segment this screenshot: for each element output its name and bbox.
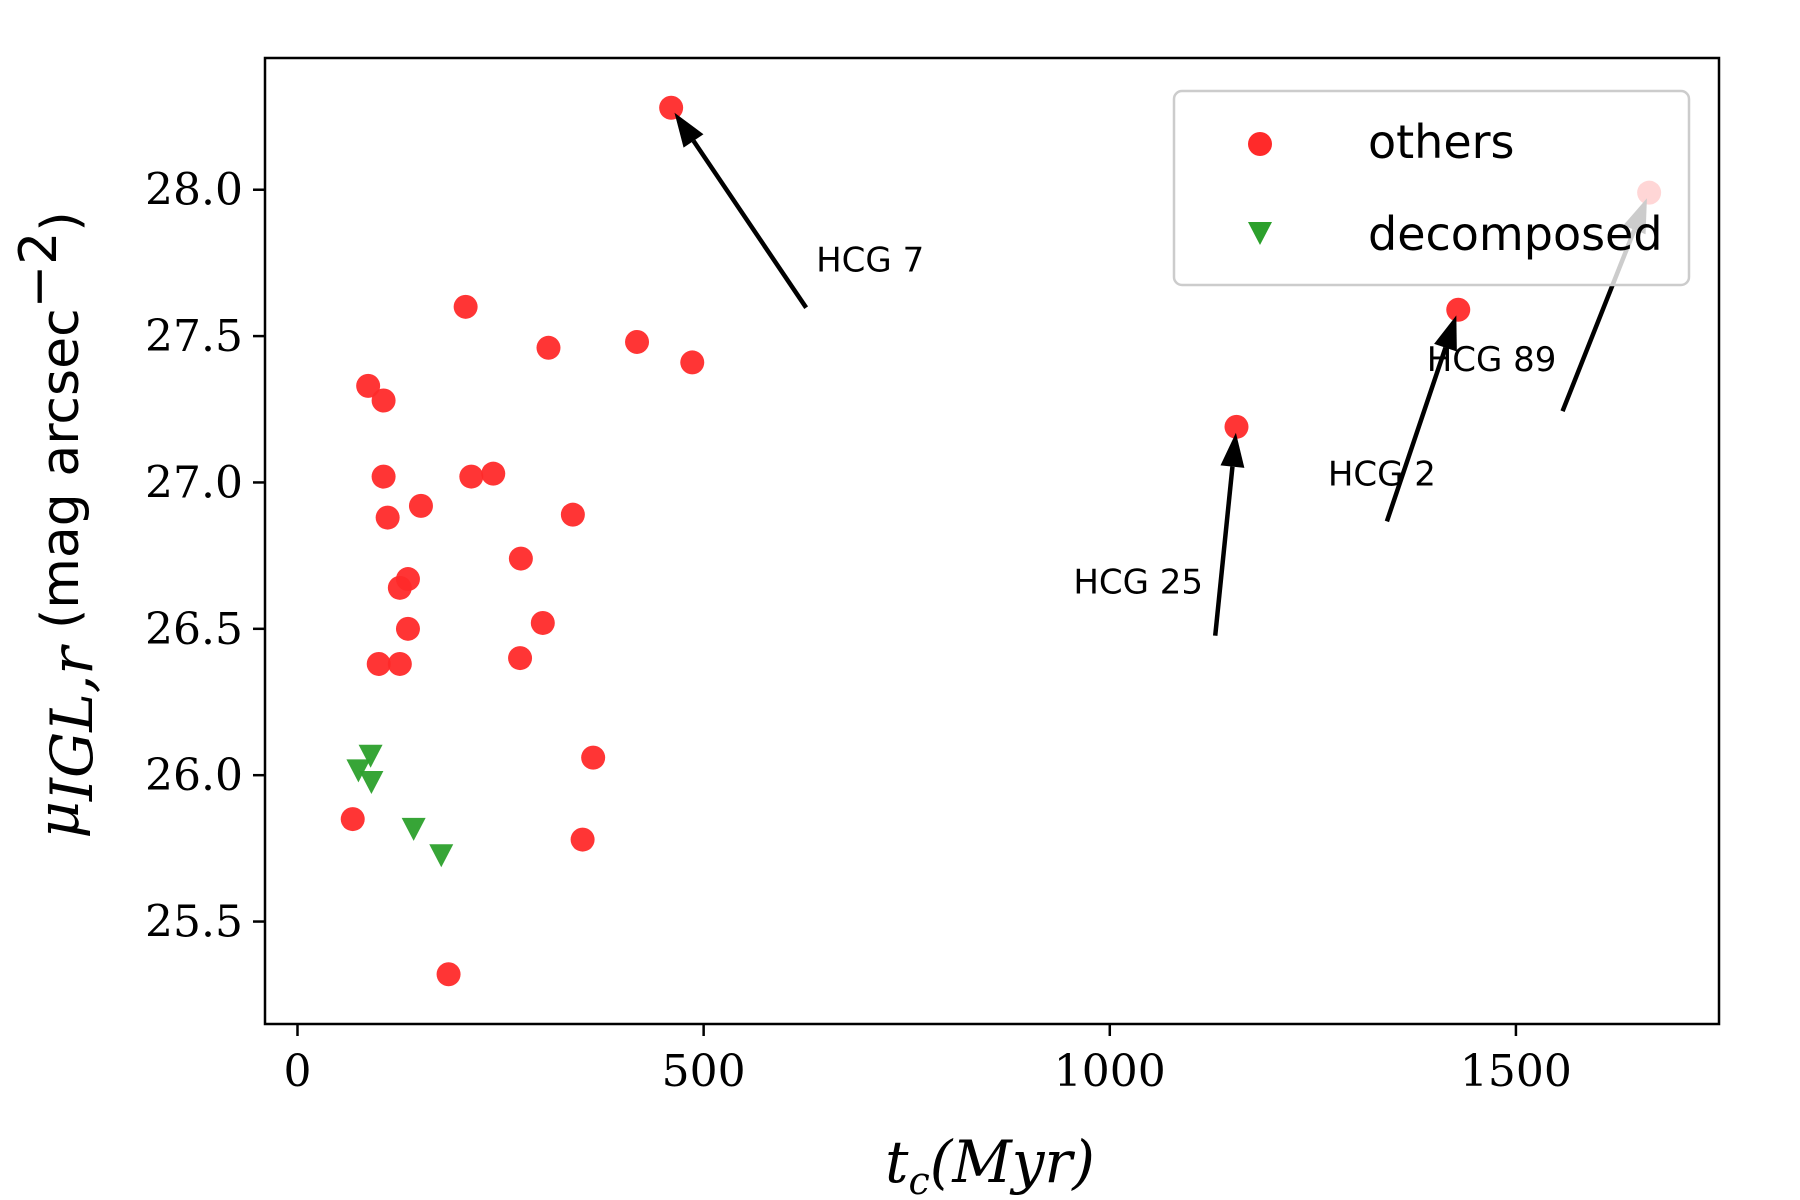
data-point-others	[1224, 414, 1249, 439]
data-point-others	[659, 95, 684, 120]
x-axis-title: tc(Myr)	[885, 1128, 1095, 1200]
y-tick-label: 26.0	[145, 750, 243, 801]
y-tick-label: 25.5	[145, 897, 243, 948]
annotation-arrowhead-hcg-25	[1220, 432, 1245, 468]
data-point-decomposed	[429, 844, 454, 868]
y-axis-title-unit: (mag arcsec	[31, 308, 91, 629]
legend-box	[1172, 89, 1691, 287]
annotation-label-hcg-25: HCG 25	[1073, 563, 1203, 603]
data-point-others	[625, 329, 650, 354]
data-point-others	[508, 646, 533, 671]
x-axis-title-sub: c	[908, 1159, 929, 1200]
y-tick-label: 27.5	[145, 311, 243, 362]
annotation-label-hcg-89: HCG 89	[1427, 340, 1557, 380]
data-point-others	[371, 464, 396, 489]
annotation-arrow-hcg-2	[1384, 346, 1448, 523]
annotation-arrowhead-hcg-7	[674, 112, 704, 148]
data-point-others	[340, 807, 365, 832]
data-point-others	[508, 546, 533, 571]
data-point-others	[453, 294, 478, 319]
data-point-others	[436, 962, 461, 987]
plot-frame	[263, 56, 1721, 1026]
data-point-others	[530, 610, 555, 635]
legend-marker-decomposed	[1248, 222, 1272, 245]
legend-label-others: others	[1368, 115, 1515, 169]
y-tick-label: 27.0	[145, 457, 243, 508]
data-point-others	[387, 651, 412, 676]
annotation-arrow-hcg-25	[1212, 466, 1235, 636]
x-tick-label: 0	[283, 1046, 311, 1097]
data-point-others	[560, 502, 585, 527]
data-point-others	[1446, 297, 1471, 322]
y-axis-title-sub: IGL,r	[38, 644, 106, 802]
annotation-arrow-hcg-7	[691, 139, 809, 309]
x-tick-label: 500	[662, 1046, 746, 1097]
x-axis-title-t: t	[885, 1128, 909, 1196]
data-point-decomposed	[346, 759, 371, 783]
data-point-others	[536, 335, 561, 360]
data-point-others	[459, 464, 484, 489]
x-tick-label: 1500	[1460, 1046, 1572, 1097]
legend-label-decomposed: decomposed	[1368, 207, 1663, 261]
annotation-label-hcg-7: HCG 7	[816, 241, 924, 281]
data-point-others	[570, 827, 595, 852]
annotation-arrowhead-hcg-2	[1434, 315, 1457, 352]
data-point-others	[366, 651, 391, 676]
data-point-others	[356, 373, 381, 398]
data-point-decomposed	[358, 744, 383, 768]
x-tick-label: 1000	[1054, 1046, 1166, 1097]
legend: others decomposed	[1172, 89, 1691, 287]
data-point-others	[371, 388, 396, 413]
x-axis-title-rest: (Myr)	[930, 1128, 1095, 1196]
y-tick-label: 28.0	[145, 165, 243, 216]
y-axis-title-exp: −2	[9, 232, 69, 309]
y-tick-label: 26.5	[145, 604, 243, 655]
data-point-others	[408, 493, 433, 518]
annotation-label-hcg-2: HCG 2	[1328, 454, 1436, 494]
data-point-decomposed	[401, 817, 426, 841]
data-point-others	[395, 616, 420, 641]
data-point-others	[375, 505, 400, 530]
data-point-others	[395, 567, 420, 592]
y-axis-title-mu: μ	[24, 801, 92, 839]
data-point-others	[481, 461, 506, 486]
data-point-decomposed	[359, 771, 384, 795]
y-axis-title: μIGL,r (mag arcsec−2)	[9, 211, 106, 838]
data-point-others	[680, 350, 705, 375]
y-axis-title-close: )	[31, 211, 91, 231]
legend-marker-others	[1248, 132, 1272, 156]
data-point-others	[581, 745, 606, 770]
